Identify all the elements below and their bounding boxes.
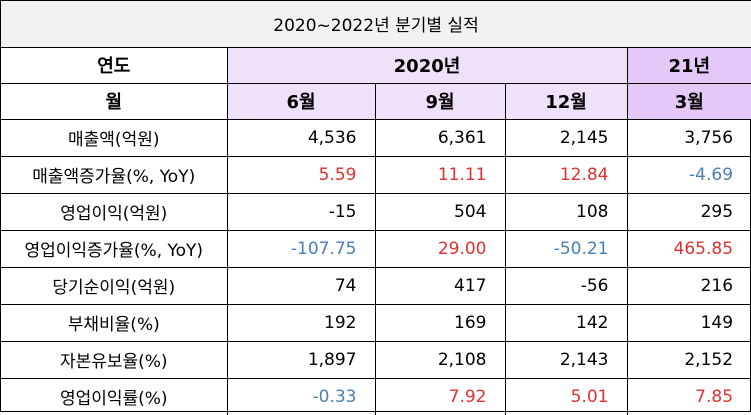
table-row: 매출액증가율(%, YoY) 5.59 11.11 12.84 -4.69	[1, 155, 751, 194]
row-value: -15	[226, 192, 376, 231]
table-row: 당기순이익(억원) 74 417 -56 216	[1, 266, 751, 305]
year-2020-header: 2020년	[226, 46, 628, 84]
month-header-row: 월 6월 9월 12월 3월	[1, 82, 751, 119]
row-value: 192	[226, 303, 376, 342]
row-value: 12.84	[504, 155, 628, 194]
row-label: 당기순이익(억원)	[1, 266, 228, 305]
row-value: 2,108	[374, 340, 506, 379]
table-row: 영업이익증가율(%, YoY) -107.75 29.00 -50.21 465.85	[1, 229, 751, 268]
row-value: 504	[374, 192, 506, 231]
row-value: 169	[374, 303, 506, 342]
row-value: -56	[504, 266, 628, 305]
table-row: 부채비율(%) 192 169 142 149	[1, 303, 751, 342]
row-value: 5.01	[504, 377, 628, 415]
table-row: 영업이익률(%) -0.33 7.92 5.01 7.85	[1, 377, 751, 415]
row-value: 5.59	[226, 155, 376, 194]
year-21-header: 21년	[626, 46, 751, 84]
row-value: 3,756	[626, 118, 751, 157]
row-value: 74	[226, 266, 376, 305]
row-value: 295	[626, 192, 751, 231]
row-value: 216	[626, 266, 751, 305]
row-value: 142	[504, 303, 628, 342]
month-header-mar: 3월	[626, 82, 751, 119]
month-header-jun: 6월	[226, 82, 376, 119]
row-value: 29.00	[374, 229, 506, 268]
row-value: -4.69	[626, 155, 751, 194]
row-value: 6,361	[374, 118, 506, 157]
row-value: 149	[626, 303, 751, 342]
month-header-dec: 12월	[504, 82, 628, 119]
row-value: -50.21	[504, 229, 628, 268]
row-value: 11.11	[374, 155, 506, 194]
row-value: 2,143	[504, 340, 628, 379]
row-label: 매출액증가율(%, YoY)	[1, 155, 228, 194]
table-row: 매출액(억원) 4,536 6,361 2,145 3,756	[1, 118, 751, 157]
row-value: 7.85	[626, 377, 751, 415]
row-label: 영업이익증가율(%, YoY)	[1, 229, 228, 268]
row-value: 2,152	[626, 340, 751, 379]
row-value: 417	[374, 266, 506, 305]
row-value: 108	[504, 192, 628, 231]
row-value: 2,145	[504, 118, 628, 157]
row-value: 4,536	[226, 118, 376, 157]
table-row: 자본유보율(%) 1,897 2,108 2,143 2,152	[1, 340, 751, 379]
row-value: 1,897	[226, 340, 376, 379]
table-row: 영업이익(억원) -15 504 108 295	[1, 192, 751, 231]
row-value: 465.85	[626, 229, 751, 268]
row-value: 7.92	[374, 377, 506, 415]
row-value: -107.75	[226, 229, 376, 268]
data-rows: 매출액(억원) 4,536 6,361 2,145 3,756 매출액증가율(%, YoY…	[1, 118, 751, 415]
row-label: 영업이익(억원)	[1, 192, 228, 231]
row-label: 자본유보율(%)	[1, 340, 228, 379]
row-label: 영업이익률(%)	[1, 377, 228, 415]
month-header-label: 월	[1, 82, 228, 119]
year-header-label: 연도	[1, 46, 228, 84]
table-title: 2020~2022년 분기별 실적	[1, 1, 751, 48]
row-value: -0.33	[226, 377, 376, 415]
row-label: 부채비율(%)	[1, 303, 228, 342]
month-header-sep: 9월	[374, 82, 506, 119]
year-header-row: 연도 2020년 21년	[1, 46, 751, 84]
table-title-row: 2020~2022년 분기별 실적	[1, 1, 751, 48]
row-label: 매출액(억원)	[1, 118, 228, 157]
